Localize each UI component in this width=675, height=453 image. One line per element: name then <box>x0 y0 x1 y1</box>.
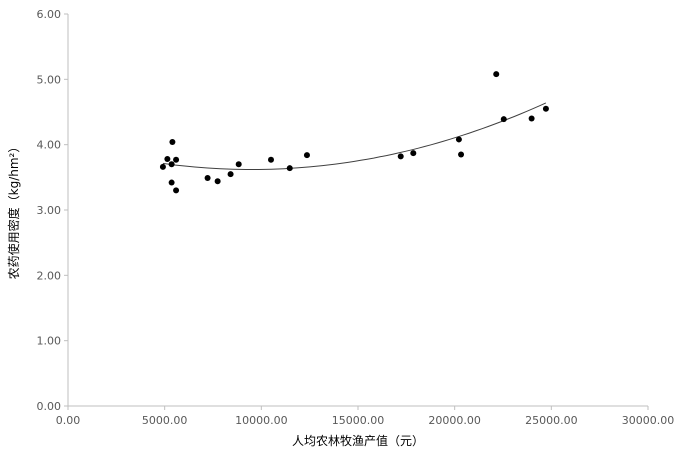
data-point <box>168 161 175 168</box>
x-tick-label: 10000.00 <box>235 414 288 427</box>
data-point <box>455 136 462 143</box>
points-group <box>159 71 549 194</box>
y-axis-label: 农药使用密度（kg/hm²） <box>6 141 21 280</box>
trendline <box>162 102 547 170</box>
data-point <box>173 187 180 194</box>
data-point <box>204 174 211 181</box>
data-point <box>173 156 180 163</box>
x-tick-label: 25000.00 <box>525 414 578 427</box>
data-point <box>159 163 166 170</box>
data-point <box>410 150 417 157</box>
data-point <box>528 115 535 122</box>
data-point <box>164 156 171 163</box>
data-point <box>169 139 176 146</box>
y-tick-label: 2.00 <box>37 269 62 282</box>
x-tick-label: 30000.00 <box>622 414 675 427</box>
data-point <box>458 151 465 158</box>
x-tick-label: 0.00 <box>56 414 81 427</box>
x-axis-label: 人均农林牧渔产值（元） <box>292 433 424 448</box>
y-tick-label: 3.00 <box>37 204 62 217</box>
data-point <box>227 171 234 178</box>
x-tick-label: 15000.00 <box>332 414 385 427</box>
trendline-group <box>162 102 547 170</box>
data-point <box>286 165 293 172</box>
x-tick-label: 20000.00 <box>428 414 481 427</box>
data-point <box>268 156 274 163</box>
data-point <box>303 152 310 159</box>
y-tick-label: 0.00 <box>37 400 62 413</box>
y-tick-label: 6.00 <box>37 8 62 21</box>
data-point <box>493 71 500 78</box>
data-point <box>500 116 507 123</box>
data-point <box>235 161 242 168</box>
y-tick-label: 1.00 <box>37 335 62 348</box>
data-point <box>542 105 549 112</box>
y-tick-label: 4.00 <box>37 139 62 152</box>
data-point <box>214 178 221 185</box>
axes: 0.00 1.00 2.00 3.00 4.00 5.00 6.00 0.00 5000.00 1… <box>37 8 675 427</box>
x-tick-label: 5000.00 <box>142 414 188 427</box>
data-point <box>168 179 175 186</box>
data-point <box>397 153 404 160</box>
y-tick-label: 5.00 <box>37 73 62 86</box>
